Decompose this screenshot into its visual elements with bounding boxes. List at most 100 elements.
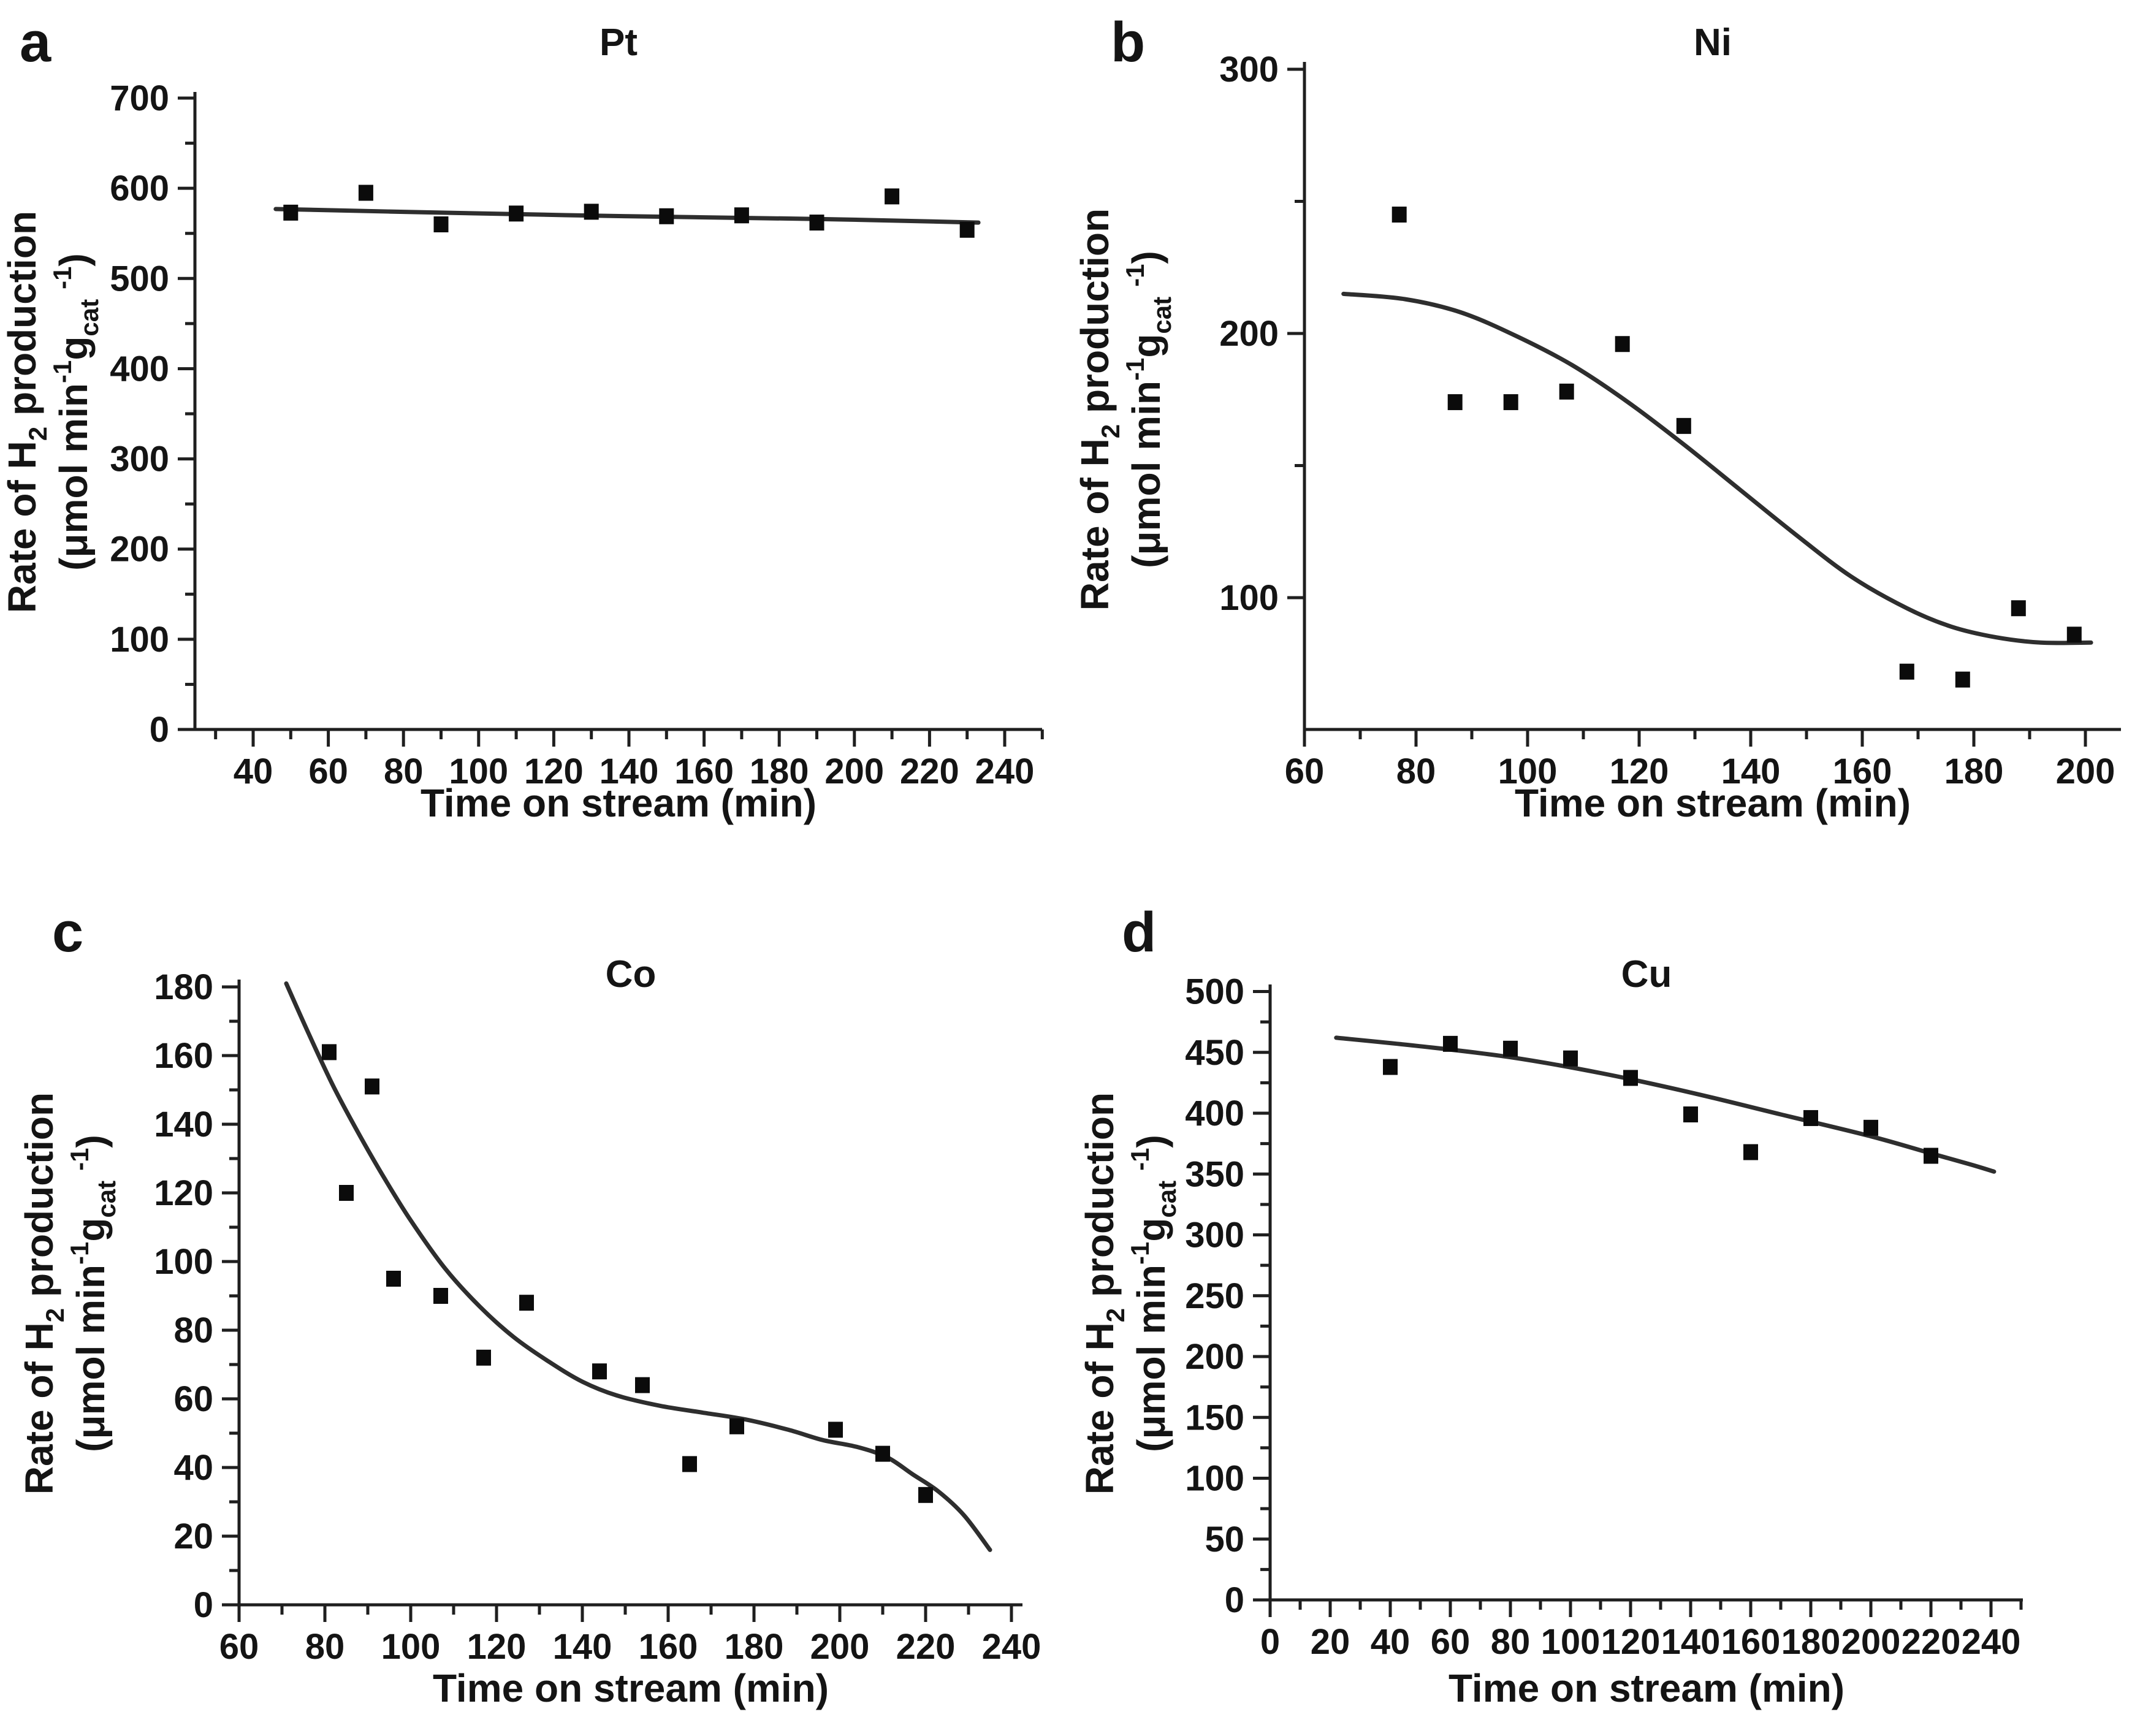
data-point xyxy=(734,207,749,224)
panel-b: 60 80 100 120 140 160 180 200 100 200 300 b Ni Time o… xyxy=(1079,0,2151,868)
data-point xyxy=(809,215,824,231)
y-axis-title-line2-part: (μmol min xyxy=(69,1265,113,1452)
data-point xyxy=(584,204,599,220)
data-point xyxy=(433,1288,448,1304)
data-point xyxy=(1447,394,1463,411)
x-tick-label: 140 xyxy=(553,1627,612,1667)
x-tick-label: 120 xyxy=(467,1627,527,1667)
y-axis-title-line2-part: -1 xyxy=(1121,358,1149,381)
y-tick-label: 400 xyxy=(1185,1094,1244,1133)
data-point xyxy=(322,1044,337,1060)
y-axis-title-line1-part: Rate of H xyxy=(1079,438,1117,611)
data-point xyxy=(1559,383,1574,400)
x-tick-label: 100 xyxy=(1541,1622,1601,1662)
y-tick-label: 0 xyxy=(194,1585,213,1625)
data-point xyxy=(682,1456,697,1472)
panel-letter: b xyxy=(1111,11,1145,74)
fit-curve xyxy=(284,981,992,1552)
y-axis-title-line2-part: g xyxy=(1129,1218,1173,1242)
x-tick-label: 20 xyxy=(1311,1622,1350,1662)
x-tick-label: 80 xyxy=(384,752,424,791)
x-tick-label: 100 xyxy=(381,1627,441,1667)
x-tick-label: 100 xyxy=(1498,752,1558,791)
data-point xyxy=(1391,207,1407,223)
y-tick-label: 50 xyxy=(1205,1520,1244,1559)
y-axis-title-line2-part: g xyxy=(51,337,96,360)
data-point xyxy=(476,1349,491,1366)
data-point xyxy=(365,1078,379,1095)
data-point xyxy=(1955,671,1970,688)
y-tick-label: 300 xyxy=(110,440,169,479)
y-tick-label: 180 xyxy=(154,967,213,1007)
x-tick-label: 60 xyxy=(308,752,348,791)
x-axis-title: Time on stream (min) xyxy=(1449,1666,1845,1710)
x-tick-label: 140 xyxy=(1661,1622,1721,1662)
y-tick-label: 300 xyxy=(1219,50,1279,89)
x-tick-label: 0 xyxy=(1260,1622,1280,1662)
y-axis-title-line2-part: (μmol min xyxy=(1129,1265,1173,1452)
panel-a: 40 60 80 100 120 140 160 180 200 220 240 0 100 200 300… xyxy=(0,0,1075,868)
y-axis-title-line2-part: -1 xyxy=(1125,1242,1154,1265)
axes xyxy=(1303,62,2121,731)
x-tick-label: 160 xyxy=(674,752,734,791)
data-point xyxy=(885,188,900,205)
y-tick-label: 140 xyxy=(154,1105,213,1144)
y-axis-title-line2-part: -1 xyxy=(65,1242,94,1265)
y-axis-title-line1-part: production xyxy=(1079,1092,1122,1308)
fit-curve xyxy=(273,207,981,225)
y-tick-label: 80 xyxy=(173,1311,213,1350)
x-tick-label: 60 xyxy=(1431,1622,1471,1662)
axes xyxy=(193,92,1042,731)
panel-title: Cu xyxy=(1621,953,1672,996)
y-axis-title-line2: (μmol min-1gcat-1) xyxy=(65,1135,121,1452)
panel-a-chart: 40 60 80 100 120 140 160 180 200 220 2400100200300… xyxy=(0,11,1044,825)
data-point xyxy=(1899,663,1914,680)
y-tick-label: 40 xyxy=(173,1448,213,1488)
panel-title: Co xyxy=(606,953,657,996)
x-tick-label: 80 xyxy=(1396,752,1436,791)
panel-letter: a xyxy=(20,11,51,74)
x-tick-label: 160 xyxy=(639,1627,698,1667)
y-tick-label: 200 xyxy=(1185,1337,1244,1377)
x-tick-label: 60 xyxy=(1285,752,1325,791)
y-axis-title-line2: (μmol min-1gcat-1) xyxy=(48,253,104,571)
y-tick-label: 600 xyxy=(110,169,169,208)
data-point xyxy=(1924,1148,1938,1164)
x-tick-label: 40 xyxy=(234,752,273,791)
data-point xyxy=(358,185,373,201)
x-tick-label: 220 xyxy=(896,1627,956,1667)
x-tick-label: 140 xyxy=(1721,752,1781,791)
y-axis-title-line2-part: (μmol min xyxy=(1124,381,1168,568)
y-tick-label: 300 xyxy=(1185,1216,1244,1255)
y-axis-title-line2-part: g xyxy=(69,1218,113,1242)
panel-d-chart: 0 20 40 60 80 100 120 140 160 180 200 220 2400501001… xyxy=(1079,901,2023,1710)
data-point xyxy=(1803,1110,1818,1126)
y-axis-title-line2-part: -1 xyxy=(48,360,77,383)
x-tick-label: 120 xyxy=(1601,1622,1661,1662)
y-axis-title-line2-part: -1 xyxy=(65,1148,94,1170)
y-axis-title-line1: Rate of H2 production xyxy=(1079,1092,1130,1494)
data-point xyxy=(2066,626,2082,643)
fit-curve xyxy=(1334,1035,1997,1174)
data-point xyxy=(1503,1040,1518,1057)
data-point xyxy=(339,1185,354,1201)
y-tick-label: 0 xyxy=(1225,1580,1244,1620)
panel-c-chart: 60 80 100 120 140 160 180 200 220 240 0 20 40 60 80 100… xyxy=(17,901,1041,1710)
x-tick-label: 240 xyxy=(982,1627,1041,1667)
data-point xyxy=(729,1418,744,1434)
x-tick-label: 140 xyxy=(600,752,659,791)
x-tick-label: 200 xyxy=(2056,752,2115,791)
y-tick-label: 60 xyxy=(173,1379,213,1419)
x-tick-label: 120 xyxy=(1610,752,1669,791)
y-axis-title-line2-part: ) xyxy=(69,1135,113,1148)
y-tick-label: 100 xyxy=(110,620,169,660)
data-point xyxy=(635,1377,650,1393)
x-tick-label: 100 xyxy=(449,752,508,791)
axes xyxy=(237,980,1022,1607)
x-tick-label: 160 xyxy=(1721,1622,1781,1662)
data-point xyxy=(1676,417,1691,434)
data-point xyxy=(1864,1119,1878,1136)
y-axis-title-line2: (μmol min-1gcat-1) xyxy=(1125,1135,1181,1452)
x-tick-label: 60 xyxy=(219,1627,259,1667)
y-axis-title-line1: Rate of H2 production xyxy=(17,1092,69,1494)
